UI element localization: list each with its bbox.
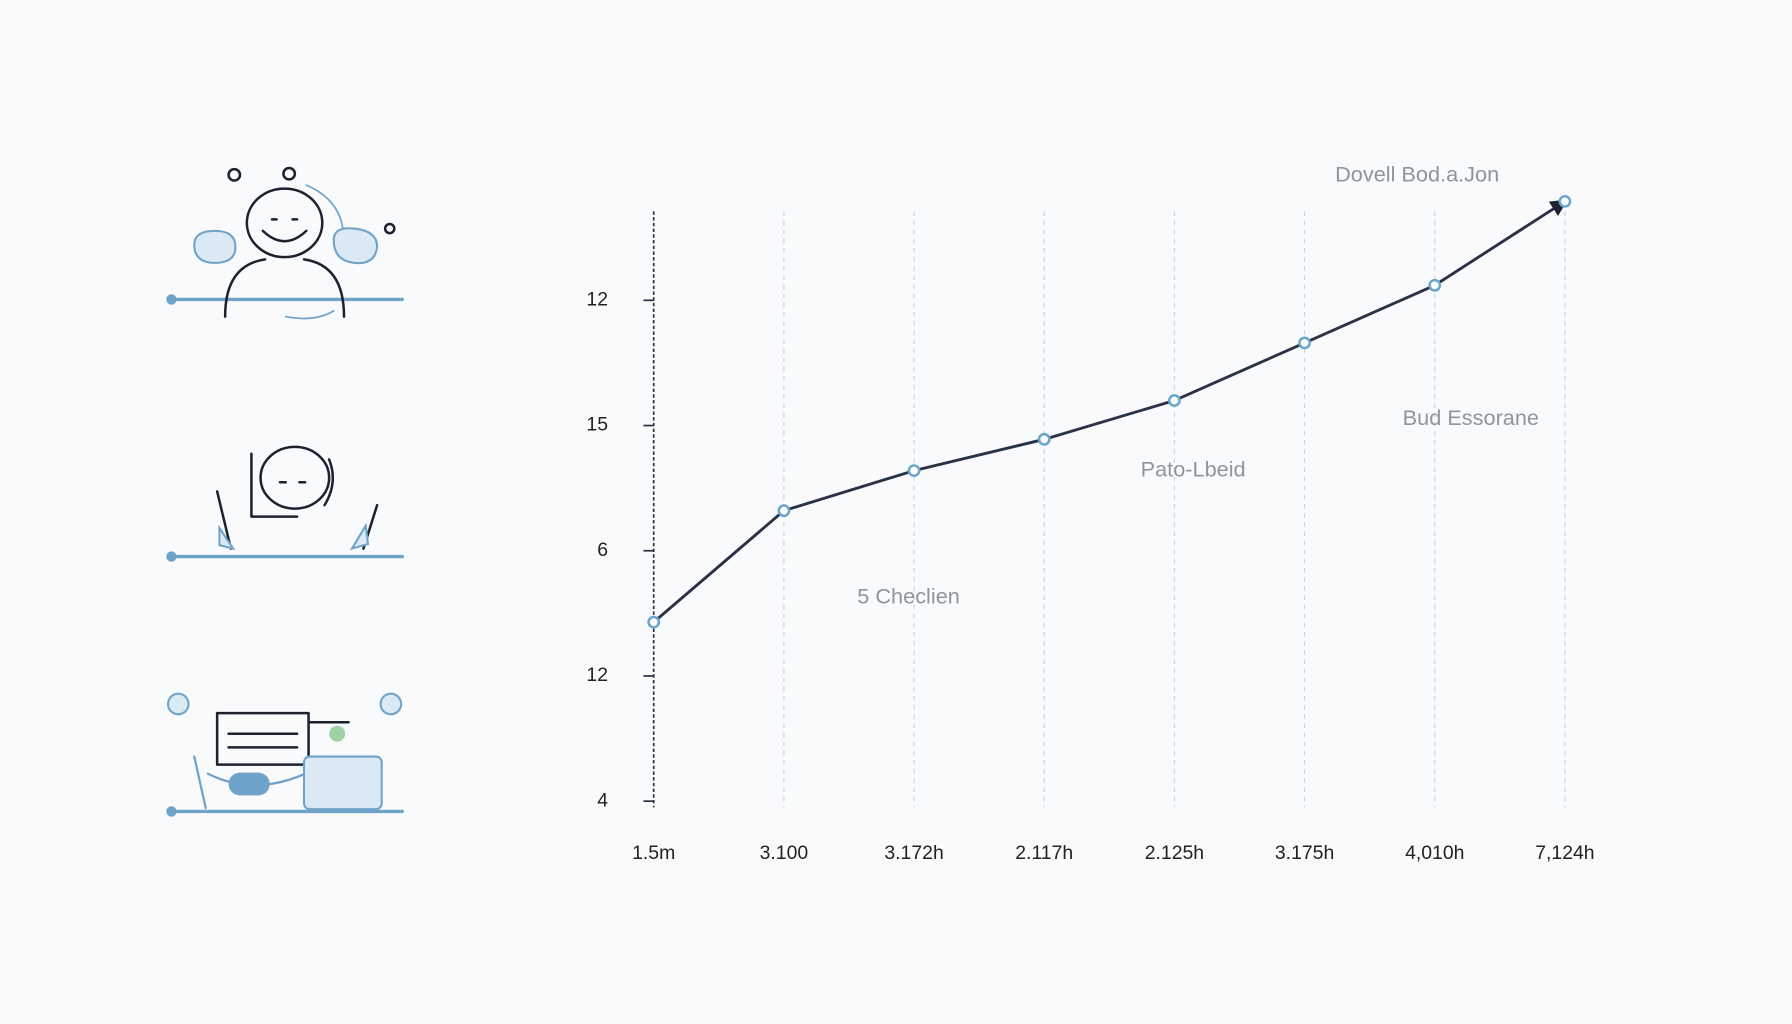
data-point xyxy=(1167,394,1181,407)
x-tick-label: 2.117h xyxy=(1015,842,1073,864)
data-point xyxy=(907,464,921,478)
x-tick-label: 3.100 xyxy=(760,842,809,864)
x-tick-label: 1.5m xyxy=(632,842,675,864)
y-tick-label: 12 xyxy=(586,288,608,310)
data-point xyxy=(1428,278,1442,292)
y-tick-label: 4 xyxy=(597,789,608,811)
x-tick-label: 3.175h xyxy=(1275,842,1334,864)
x-tick-label: 2.125h xyxy=(1145,842,1204,864)
data-point xyxy=(1298,336,1311,350)
illustration-person-thinking xyxy=(166,445,404,562)
illustration-person-ideas xyxy=(166,166,404,320)
data-point xyxy=(777,504,791,518)
data-point xyxy=(1558,195,1572,208)
x-tick-label: 3.172h xyxy=(884,842,943,864)
y-tick-label: 6 xyxy=(597,539,608,561)
illustration-workspace xyxy=(166,692,404,817)
x-tick-label: 4,010h xyxy=(1405,842,1464,864)
annotation: 5 Checlien xyxy=(857,583,960,608)
y-tick-label: 15 xyxy=(586,414,608,436)
data-line xyxy=(652,199,1568,624)
annotation: Bud Essorane xyxy=(1403,405,1539,430)
x-tick-label: 7,124h xyxy=(1535,842,1594,864)
y-tick-label: 12 xyxy=(586,664,608,686)
data-point xyxy=(1037,432,1051,446)
annotation: Pato-Lbeid xyxy=(1141,457,1246,482)
annotation: Dovell Bod.a.Jon xyxy=(1335,162,1499,187)
data-point xyxy=(647,615,661,629)
